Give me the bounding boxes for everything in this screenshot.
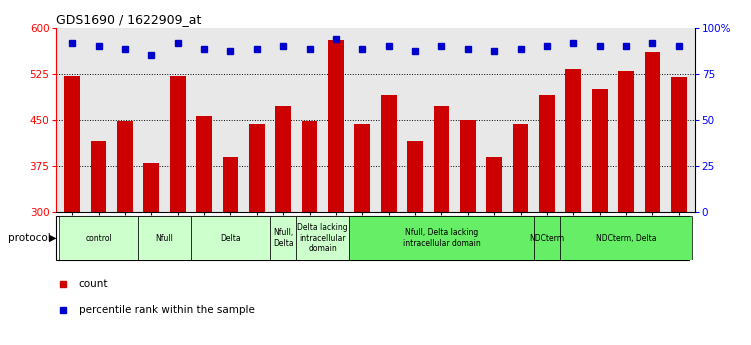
Text: protocol: protocol xyxy=(8,233,50,243)
Text: percentile rank within the sample: percentile rank within the sample xyxy=(79,305,255,315)
Text: control: control xyxy=(85,234,112,243)
Bar xyxy=(143,163,159,212)
Text: NDCterm, Delta: NDCterm, Delta xyxy=(596,234,656,243)
Bar xyxy=(381,95,397,212)
Bar xyxy=(354,124,370,212)
Text: Nfull: Nfull xyxy=(155,234,173,243)
Text: Nfull, Delta lacking
intracellular domain: Nfull, Delta lacking intracellular domai… xyxy=(403,228,481,248)
Bar xyxy=(270,216,297,260)
Bar xyxy=(618,71,634,212)
Bar xyxy=(191,216,270,260)
Bar xyxy=(91,141,107,212)
Bar xyxy=(59,216,138,260)
Bar xyxy=(170,76,185,212)
Bar xyxy=(560,216,692,260)
Bar xyxy=(487,157,502,212)
Bar xyxy=(407,141,423,212)
Text: NDCterm: NDCterm xyxy=(529,234,565,243)
Text: Delta lacking
intracellular
domain: Delta lacking intracellular domain xyxy=(297,223,348,253)
Bar xyxy=(138,216,191,260)
Bar xyxy=(539,95,555,212)
Text: GDS1690 / 1622909_at: GDS1690 / 1622909_at xyxy=(56,13,202,27)
Bar xyxy=(460,120,475,212)
Bar xyxy=(328,40,344,212)
Bar xyxy=(513,124,529,212)
Text: ▶: ▶ xyxy=(49,233,56,243)
Bar xyxy=(222,157,238,212)
Bar xyxy=(297,216,349,260)
Bar xyxy=(349,216,534,260)
Text: count: count xyxy=(79,279,108,289)
Bar xyxy=(276,106,291,212)
Text: Delta: Delta xyxy=(220,234,241,243)
Bar xyxy=(566,69,581,212)
Bar xyxy=(249,124,264,212)
Bar xyxy=(534,216,560,260)
Bar xyxy=(644,52,660,212)
Bar xyxy=(671,77,686,212)
Bar xyxy=(433,106,449,212)
Bar xyxy=(302,121,318,212)
Bar xyxy=(117,121,133,212)
Text: Nfull,
Delta: Nfull, Delta xyxy=(273,228,294,248)
Bar xyxy=(196,116,212,212)
Bar xyxy=(592,89,608,212)
Bar xyxy=(65,76,80,212)
